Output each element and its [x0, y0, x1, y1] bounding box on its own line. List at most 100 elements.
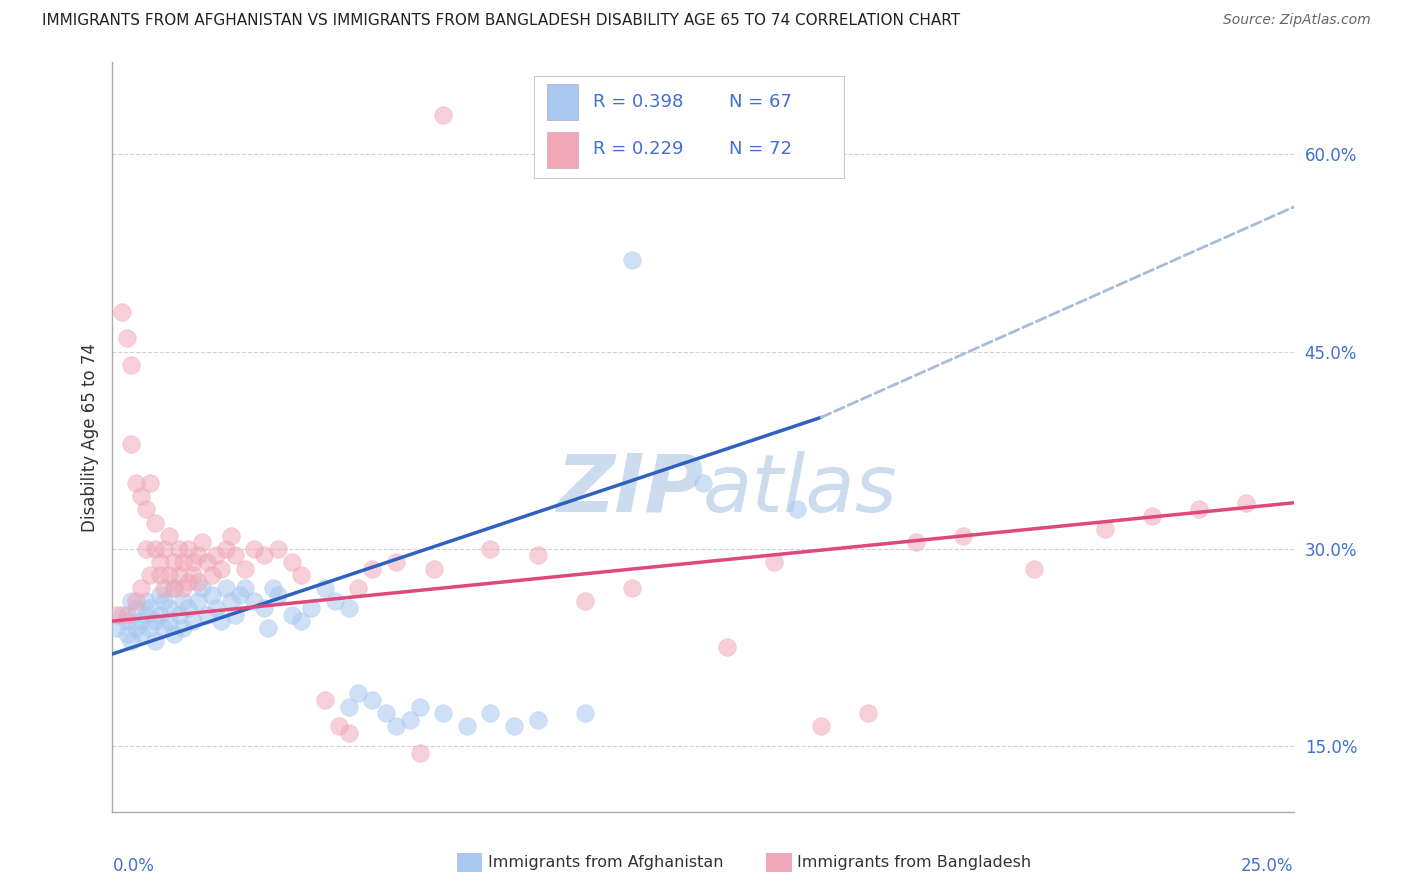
Text: N = 72: N = 72 — [730, 140, 792, 158]
Point — [129, 614, 152, 628]
Point — [205, 549, 228, 563]
Point — [281, 607, 304, 622]
Point — [172, 594, 194, 608]
Point — [205, 601, 228, 615]
Point — [432, 108, 454, 122]
Point — [135, 607, 157, 622]
Point — [125, 601, 148, 615]
Point — [385, 719, 408, 733]
Point — [290, 568, 312, 582]
Point — [149, 568, 172, 582]
Point — [267, 541, 290, 556]
Point — [195, 607, 218, 622]
Point — [115, 607, 138, 622]
Text: Immigrants from Bangladesh: Immigrants from Bangladesh — [797, 855, 1032, 870]
Point — [215, 581, 238, 595]
Point — [105, 607, 128, 622]
Point — [479, 706, 502, 720]
Point — [157, 529, 180, 543]
Point — [125, 621, 148, 635]
Point — [105, 621, 128, 635]
Point — [181, 555, 204, 569]
Point — [191, 535, 214, 549]
Point — [229, 588, 252, 602]
Point — [243, 594, 266, 608]
Point — [716, 640, 738, 655]
Point — [904, 535, 927, 549]
Point — [1094, 522, 1116, 536]
Text: Source: ZipAtlas.com: Source: ZipAtlas.com — [1223, 13, 1371, 28]
Text: R = 0.398: R = 0.398 — [593, 93, 683, 111]
Point — [120, 436, 142, 450]
Point — [172, 621, 194, 635]
Point — [143, 516, 166, 530]
Point — [163, 581, 186, 595]
Point — [111, 607, 134, 622]
Point — [125, 476, 148, 491]
Point — [262, 581, 284, 595]
Point — [125, 594, 148, 608]
Point — [574, 594, 596, 608]
Point — [129, 627, 152, 641]
Point — [149, 555, 172, 569]
Point — [337, 726, 360, 740]
Point — [408, 699, 430, 714]
Point — [181, 568, 204, 582]
Point — [432, 706, 454, 720]
Point — [347, 686, 370, 700]
Point — [157, 614, 180, 628]
Point — [209, 561, 232, 575]
Point — [762, 555, 785, 569]
Point — [314, 581, 336, 595]
Point — [139, 621, 162, 635]
Point — [135, 502, 157, 516]
Point — [177, 574, 200, 589]
Point — [253, 549, 276, 563]
Point — [135, 541, 157, 556]
Point — [337, 601, 360, 615]
Point — [215, 541, 238, 556]
Point — [224, 549, 246, 563]
Text: IMMIGRANTS FROM AFGHANISTAN VS IMMIGRANTS FROM BANGLADESH DISABILITY AGE 65 TO 7: IMMIGRANTS FROM AFGHANISTAN VS IMMIGRANT… — [42, 13, 960, 29]
Point — [621, 252, 644, 267]
Point — [186, 594, 208, 608]
Point — [153, 621, 176, 635]
Point — [323, 594, 346, 608]
Point — [186, 549, 208, 563]
Point — [224, 607, 246, 622]
Point — [115, 331, 138, 345]
Point — [129, 489, 152, 503]
Point — [139, 601, 162, 615]
Text: 25.0%: 25.0% — [1241, 856, 1294, 875]
Point — [1234, 496, 1257, 510]
Point — [201, 588, 224, 602]
Point — [149, 588, 172, 602]
Point — [328, 719, 350, 733]
Point — [810, 719, 832, 733]
Point — [219, 529, 242, 543]
Point — [257, 621, 280, 635]
Point — [191, 581, 214, 595]
Point — [163, 555, 186, 569]
Point — [361, 693, 384, 707]
Point — [177, 541, 200, 556]
Point — [233, 561, 256, 575]
Point — [167, 541, 190, 556]
Point — [157, 568, 180, 582]
Point — [209, 614, 232, 628]
Point — [172, 555, 194, 569]
Point — [503, 719, 526, 733]
Point — [399, 713, 422, 727]
Point — [385, 555, 408, 569]
Point — [375, 706, 398, 720]
Point — [219, 594, 242, 608]
Text: atlas: atlas — [703, 450, 898, 529]
Point — [281, 555, 304, 569]
Point — [153, 594, 176, 608]
Point — [139, 568, 162, 582]
Point — [361, 561, 384, 575]
Point — [163, 581, 186, 595]
Point — [621, 581, 644, 595]
Point — [120, 358, 142, 372]
Point — [195, 555, 218, 569]
